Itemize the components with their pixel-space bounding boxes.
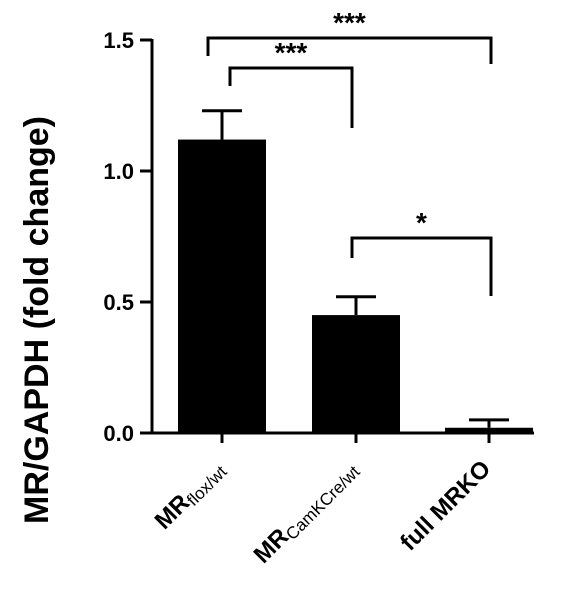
y-axis-title: MR/GAPDH (fold change) bbox=[18, 116, 56, 524]
bar bbox=[312, 315, 400, 433]
x-tick-label: MRCamKCre/wt bbox=[249, 455, 364, 570]
x-tick-label-sub: CamKCre/wt bbox=[282, 462, 364, 544]
significance-label: *** bbox=[275, 37, 308, 68]
bar bbox=[445, 427, 533, 433]
y-tick-label: 1.0 bbox=[103, 159, 134, 184]
x-tick-label-main: full MRKO bbox=[395, 455, 496, 556]
y-tick-label: 1.5 bbox=[103, 28, 134, 53]
x-tick-label: full MRKO bbox=[395, 455, 496, 556]
y-tick-label: 0.0 bbox=[103, 421, 134, 446]
significance-bracket bbox=[228, 66, 354, 128]
significance-bracket bbox=[350, 236, 493, 296]
y-tick-label: 0.5 bbox=[103, 290, 134, 315]
x-tick-label-sub: flox/wt bbox=[183, 462, 231, 510]
x-tick-label: MRflox/wt bbox=[150, 455, 231, 536]
error-bars bbox=[202, 109, 509, 428]
bars bbox=[178, 139, 533, 433]
bar bbox=[178, 139, 266, 433]
significance-bracket bbox=[206, 36, 493, 64]
significance-label: *** bbox=[333, 7, 366, 38]
significance-brackets: ******* bbox=[206, 7, 493, 296]
significance-label: * bbox=[416, 207, 427, 238]
